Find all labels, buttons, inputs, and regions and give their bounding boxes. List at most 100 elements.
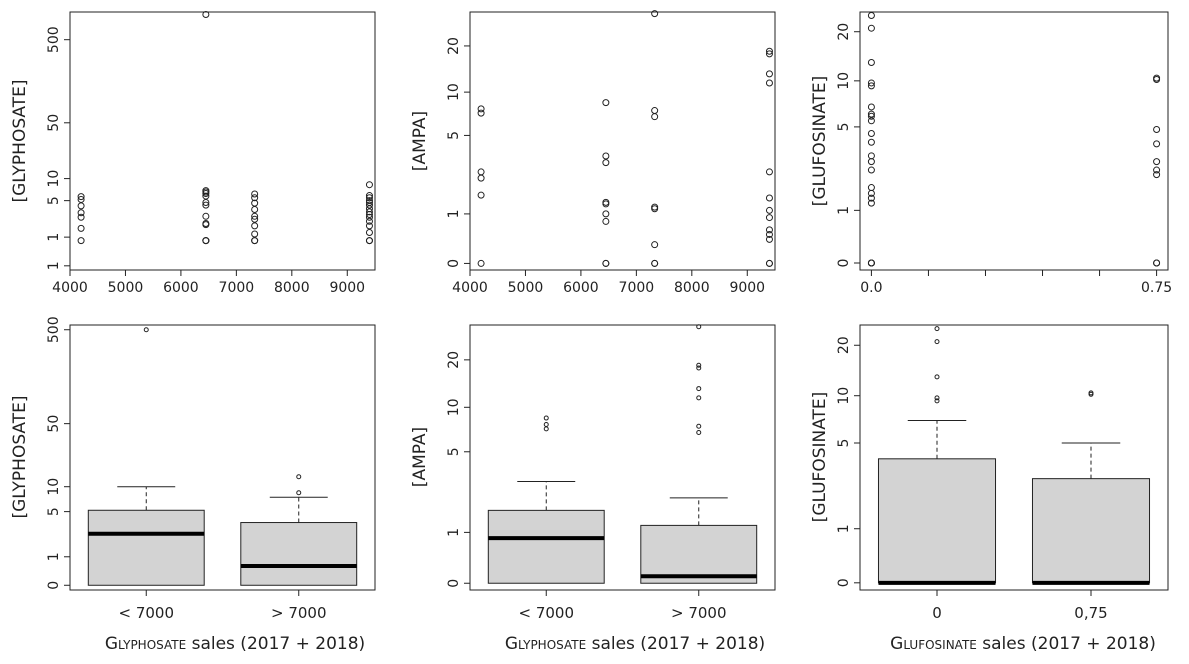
y-tick-label: 5 <box>446 447 462 456</box>
y-tick-label: 0 <box>836 578 852 587</box>
outlier-point <box>544 423 548 427</box>
data-point <box>203 213 209 219</box>
data-point <box>603 218 609 224</box>
x-category-label: < 7000 <box>518 604 574 622</box>
data-point <box>652 260 658 266</box>
x-category-label: 0 <box>932 604 942 622</box>
x-tick-label: 4000 <box>52 280 88 296</box>
x-tick-label: 4000 <box>452 280 488 296</box>
outlier-point <box>697 424 701 428</box>
x-tick-label: 5000 <box>108 280 144 296</box>
box <box>241 523 357 586</box>
caption-rest: sales (2017 + 2018) <box>982 634 1156 654</box>
data-point <box>478 106 484 112</box>
x-tick-label: 0.0 <box>860 280 882 296</box>
caption-word: Glyphosate <box>505 634 586 654</box>
data-point <box>766 195 772 201</box>
caption-word: Glyphosate <box>105 634 186 654</box>
y-tick-label: 10 <box>46 478 62 496</box>
caption-word: Glufosinate <box>890 634 977 654</box>
outlier-point <box>935 327 939 331</box>
y-tick-label: 10 <box>46 170 62 188</box>
y-axis-label: [AMPA] <box>410 111 430 171</box>
data-point <box>868 260 874 266</box>
data-point <box>78 203 84 209</box>
x-tick-label: 9000 <box>729 280 765 296</box>
data-point <box>766 80 772 86</box>
data-point <box>766 215 772 221</box>
data-point <box>478 175 484 181</box>
y-tick-label: 1 <box>446 209 462 218</box>
data-point <box>1154 260 1160 266</box>
y-tick-label: 0 <box>46 581 62 590</box>
ampa-box-panel: 0 1 5 10 20 [AMPA] < 7000 > 7000 <box>410 325 775 622</box>
y-tick-label: 20 <box>836 23 852 41</box>
glufosinate-sales-caption: Glufosinate sales (2017 + 2018) <box>860 634 1186 662</box>
data-point <box>252 223 258 229</box>
x-category-label: > 7000 <box>671 604 727 622</box>
y-tick-label: 50 <box>46 415 62 433</box>
data-point <box>478 260 484 266</box>
data-point <box>868 159 874 165</box>
y-tick-label: 1 <box>46 233 62 242</box>
data-point <box>478 169 484 175</box>
outlier-point <box>144 328 148 332</box>
data-point <box>1154 126 1160 132</box>
data-point <box>78 210 84 216</box>
x-category-label: 0,75 <box>1074 604 1107 622</box>
outlier-point <box>544 416 548 420</box>
data-point <box>252 238 258 244</box>
box <box>878 459 995 583</box>
data-point <box>478 192 484 198</box>
ampa-scatter-panel: 0151020[AMPA]4000 5000 6000 7000 8000 9000 <box>410 11 775 296</box>
data-point <box>868 139 874 145</box>
y-tick-label: 10 <box>836 387 852 405</box>
glyphosate-sales-caption-middle: Glyphosate sales (2017 + 2018) <box>470 634 800 662</box>
y-axis-label: [GLYPHOSATE] <box>10 80 30 203</box>
y-tick-label: 20 <box>446 351 462 369</box>
plot-frame <box>70 12 375 270</box>
data-point <box>652 242 658 248</box>
data-point <box>603 260 609 266</box>
data-point <box>652 114 658 120</box>
y-tick-label: 500 <box>46 316 62 343</box>
data-point <box>78 238 84 244</box>
box <box>1032 479 1149 583</box>
data-point <box>603 153 609 159</box>
data-point <box>868 167 874 173</box>
x-tick-label: 0.75 <box>1141 280 1172 296</box>
outlier-point <box>697 387 701 391</box>
y-tick-label: 1 <box>446 528 462 537</box>
y-tick-label: 1 <box>46 552 62 561</box>
x-tick-label: 9000 <box>329 280 365 296</box>
data-point <box>252 191 258 197</box>
data-point <box>766 71 772 77</box>
y-tick-label: 10 <box>446 83 462 101</box>
y-tick-label: 1 <box>46 261 62 270</box>
data-point <box>868 60 874 66</box>
data-point <box>252 231 258 237</box>
plot-frame <box>860 12 1168 270</box>
outlier-point <box>297 491 301 495</box>
glyphosate-box-panel: 0151050500[GLYPHOSATE]< 7000 > 7000 <box>10 316 375 622</box>
data-point <box>766 169 772 175</box>
x-tick-label: 7000 <box>619 280 655 296</box>
data-point <box>1154 159 1160 165</box>
data-point <box>868 153 874 159</box>
data-point <box>252 207 258 213</box>
y-axis-label: [GLYPHOSATE] <box>10 396 30 519</box>
data-point <box>868 12 874 18</box>
data-point <box>366 182 372 188</box>
y-tick-label: 0 <box>836 259 852 268</box>
data-point <box>868 25 874 31</box>
y-axis-label: [GLUFOSINATE] <box>810 392 830 523</box>
caption-rest: sales (2017 + 2018) <box>592 634 766 654</box>
glufosinate-box-panel: 0 1 5 10 20 [GLUFOSINATE] 0 0,75 <box>810 325 1168 622</box>
y-tick-label: 20 <box>446 37 462 55</box>
outlier-point <box>297 475 301 479</box>
y-axis-label: [AMPA] <box>410 427 430 487</box>
outlier-point <box>697 431 701 435</box>
y-tick-label: 5 <box>836 122 852 131</box>
glufosinate-scatter-panel: 0 1 5 10 20 [GLUFOSINATE] 0.0 0.75 <box>810 12 1172 296</box>
